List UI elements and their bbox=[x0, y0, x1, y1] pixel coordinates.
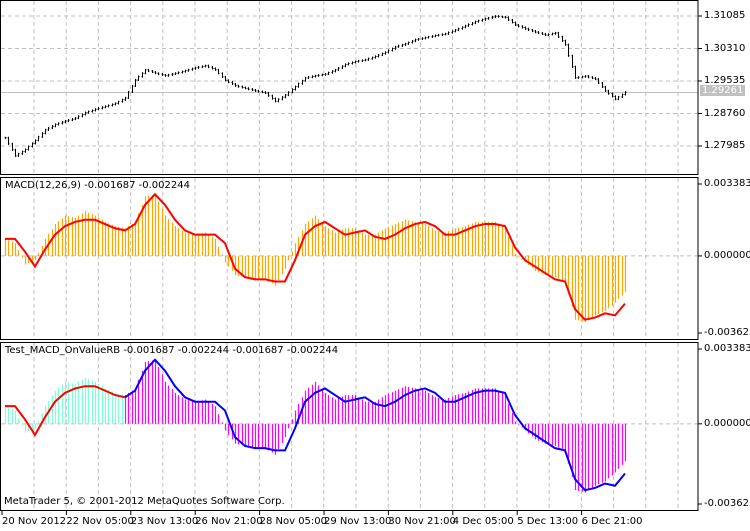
time-tick-label: 28 Nov 05:00 bbox=[259, 516, 328, 527]
indicator-tick-label: 0.000000 bbox=[704, 417, 750, 429]
copyright-text: MetaTrader 5, © 2001-2012 MetaQuotes Sof… bbox=[4, 496, 285, 507]
price-tick-label: 1.31085 bbox=[704, 10, 746, 21]
signal-line bbox=[5, 192, 626, 321]
test-macd-title: Test_MACD_OnValueRB -0.001687 -0.002244 … bbox=[5, 345, 339, 356]
indicator-tick-label: 0.003383 bbox=[704, 343, 750, 354]
indicator-tick-label: -0.003625 bbox=[704, 327, 750, 338]
indicator-tick-label: 0.003383 bbox=[704, 178, 750, 189]
macd-title: MACD(12,26,9) -0.001687 -0.002244 bbox=[5, 180, 190, 191]
time-tick-label: 4 Dec 05:00 bbox=[452, 516, 514, 527]
panel-frame bbox=[0, 0, 699, 175]
time-tick-label: 20 Nov 2012 bbox=[2, 516, 67, 527]
time-tick-label: 30 Nov 21:00 bbox=[388, 516, 456, 527]
time-tick-label: 29 Nov 13:00 bbox=[324, 516, 392, 527]
price-tick-label: 1.29535 bbox=[704, 75, 746, 86]
panel-frame bbox=[0, 342, 699, 511]
signal-line-segment-a bbox=[5, 385, 126, 437]
time-tick-label: 5 Dec 13:00 bbox=[517, 516, 579, 527]
time-tick-label: 23 Nov 13:00 bbox=[130, 516, 199, 527]
price-tick-label: 1.27985 bbox=[704, 140, 746, 151]
time-tick-label: 6 Dec 21:00 bbox=[581, 516, 643, 527]
price-tick-label: 1.28760 bbox=[704, 107, 746, 119]
signal-line-segment-b bbox=[124, 358, 626, 492]
current-price-label: 1.29261 bbox=[700, 85, 746, 96]
indicator-tick-label: 0.000000 bbox=[704, 249, 750, 261]
price-tick-label: 1.30310 bbox=[704, 42, 746, 54]
time-tick-label: 22 Nov 05:00 bbox=[66, 516, 134, 527]
panel-frame bbox=[0, 177, 699, 340]
indicator-tick-label: -0.003625 bbox=[704, 498, 750, 509]
time-tick-label: 26 Nov 21:00 bbox=[195, 516, 263, 527]
